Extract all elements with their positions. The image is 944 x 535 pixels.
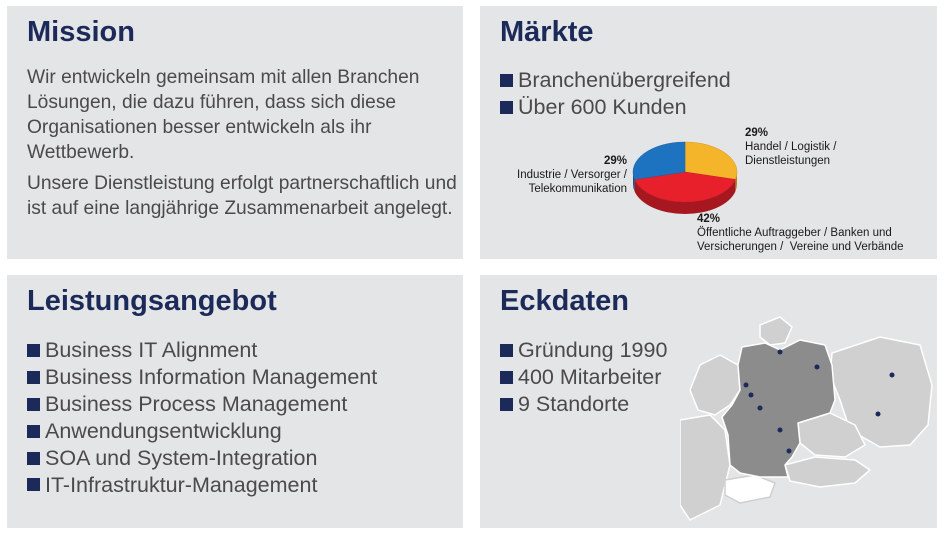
- central-europe-map: [679, 305, 935, 530]
- location-dot: [748, 392, 754, 398]
- services-title: Leistungsangebot: [27, 285, 277, 317]
- location-dot: [875, 411, 881, 417]
- list-item: Gründung 1990: [500, 337, 667, 364]
- pie-pct-oeffentlich: 42%: [697, 213, 721, 225]
- pie-pct-handel: 29%: [745, 127, 769, 139]
- bullet-square-icon: [27, 370, 40, 384]
- map-svg: [679, 316, 933, 521]
- pie-slice-2: [632, 141, 686, 180]
- map-region-austria: [784, 456, 871, 488]
- location-dot: [889, 372, 895, 378]
- mission-paragraph-1: Wir entwickeln gemeinsam mit allen Branc…: [27, 67, 420, 163]
- markets-title: Märkte: [500, 16, 594, 48]
- list-item: Business IT Alignment: [27, 337, 377, 364]
- pie-label-oeffentlich: 42% Öffentliche Auftraggeber / Banken un…: [697, 213, 904, 253]
- map-region-poland: [829, 336, 933, 448]
- location-dot: [757, 405, 763, 411]
- mission-panel: Mission Wir entwickeln gemeinsam mit all…: [7, 6, 463, 259]
- facts-panel: Eckdaten Gründung 1990 400 Mitarbeiter 9…: [480, 275, 937, 528]
- list-item: 400 Mitarbeiter: [500, 364, 667, 391]
- bullet-square-icon: [500, 73, 513, 87]
- map-region-benelux: [689, 354, 741, 416]
- bullet-square-icon: [500, 343, 513, 357]
- location-dot: [777, 349, 783, 355]
- pie-slice-side-0: [735, 172, 737, 192]
- pie-pct-industrie: 29%: [603, 155, 627, 167]
- pie-label-handel: 29% Handel / Logistik / Dienstleistungen: [745, 127, 837, 167]
- location-dot: [814, 364, 820, 370]
- services-panel: Leistungsangebot Business IT Alignment B…: [7, 275, 463, 528]
- location-dot: [743, 382, 749, 388]
- services-list: Business IT Alignment Business Informati…: [27, 337, 377, 498]
- bullet-square-icon: [27, 397, 40, 411]
- bullet-square-icon: [27, 424, 40, 438]
- map-region-denmark: [759, 316, 793, 346]
- list-item: 9 Standorte: [500, 391, 667, 418]
- mission-title: Mission: [27, 16, 135, 48]
- map-region-france: [679, 414, 731, 521]
- map-region-czechia: [797, 412, 866, 458]
- map-region-switzerland: [724, 474, 776, 504]
- markets-panel: Märkte Branchenübergreifend Über 600 Kun…: [480, 6, 937, 259]
- bullet-square-icon: [500, 100, 513, 114]
- location-dot: [777, 427, 783, 433]
- bullet-square-icon: [27, 343, 40, 357]
- list-item: Branchenübergreifend: [500, 67, 731, 94]
- facts-title: Eckdaten: [500, 285, 629, 317]
- list-item: Über 600 Kunden: [500, 94, 731, 121]
- list-item: Anwendungsentwicklung: [27, 418, 377, 445]
- mission-paragraph-2: Unsere Dienstleistung erfolgt partnersch…: [27, 173, 457, 219]
- list-item: Business Process Management: [27, 391, 377, 418]
- pie-slice-0: [684, 141, 738, 180]
- pie-slice-side-2: [633, 172, 635, 192]
- pie-chart-svg: [632, 141, 738, 214]
- map-region-germany: [721, 339, 836, 478]
- markets-list: Branchenübergreifend Über 600 Kunden: [500, 67, 731, 121]
- pie-slice-1: [634, 171, 736, 203]
- bullet-square-icon: [500, 370, 513, 384]
- pie-label-industrie: 29% Industrie / Versorger / Telekommunika…: [517, 155, 627, 195]
- bullet-square-icon: [500, 397, 513, 411]
- market-share-pie-chart: 29% Handel / Logistik / Dienstleistungen …: [480, 6, 937, 259]
- facts-list: Gründung 1990 400 Mitarbeiter 9 Standort…: [500, 337, 667, 418]
- bullet-square-icon: [27, 451, 40, 465]
- list-item: Business Information Management: [27, 364, 377, 391]
- list-item: IT-Infrastruktur-Management: [27, 472, 377, 499]
- bullet-square-icon: [27, 478, 40, 492]
- list-item: SOA und System-Integration: [27, 445, 377, 472]
- pie-slice-side-1: [634, 179, 736, 214]
- map-location-dots: [743, 349, 895, 454]
- location-dot: [786, 448, 792, 454]
